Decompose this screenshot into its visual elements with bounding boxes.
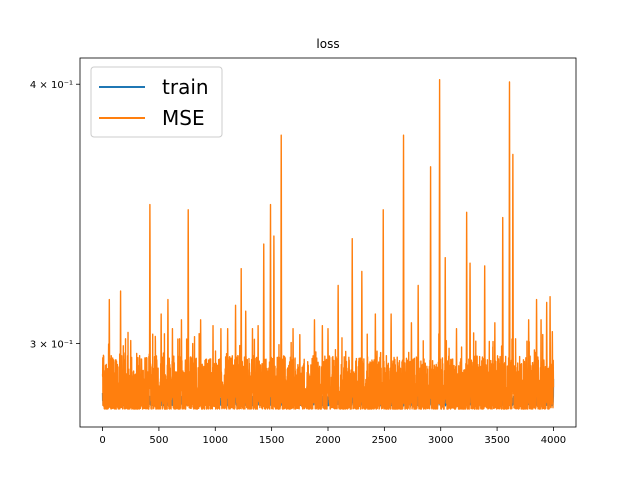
x-axis: 0 500 1000 1500 2000 2500 3000 3500 4000 [99,427,566,446]
x-tick-label: 4000 [541,435,566,446]
x-tick-label: 3000 [428,435,453,446]
chart-title: loss [316,37,339,51]
x-tick-label: 500 [149,435,168,446]
series-line-mse [101,79,555,410]
y-tick-label: 3 × 10⁻¹ [30,340,73,351]
x-tick-label: 2000 [315,435,340,446]
legend: train MSE [90,66,223,138]
series-layer [101,79,555,410]
legend-label-mse: MSE [162,106,205,130]
x-tick-label: 2500 [372,435,397,446]
y-axis: 3 × 10⁻¹ 4 × 10⁻¹ [30,80,80,351]
x-tick-label: 1000 [203,435,228,446]
x-tick-label: 3500 [484,435,509,446]
y-tick-label: 4 × 10⁻¹ [30,80,73,91]
x-tick-label: 1500 [259,435,284,446]
legend-label-train: train [162,75,209,99]
legend-box [90,66,223,138]
x-tick-label: 0 [99,435,105,446]
